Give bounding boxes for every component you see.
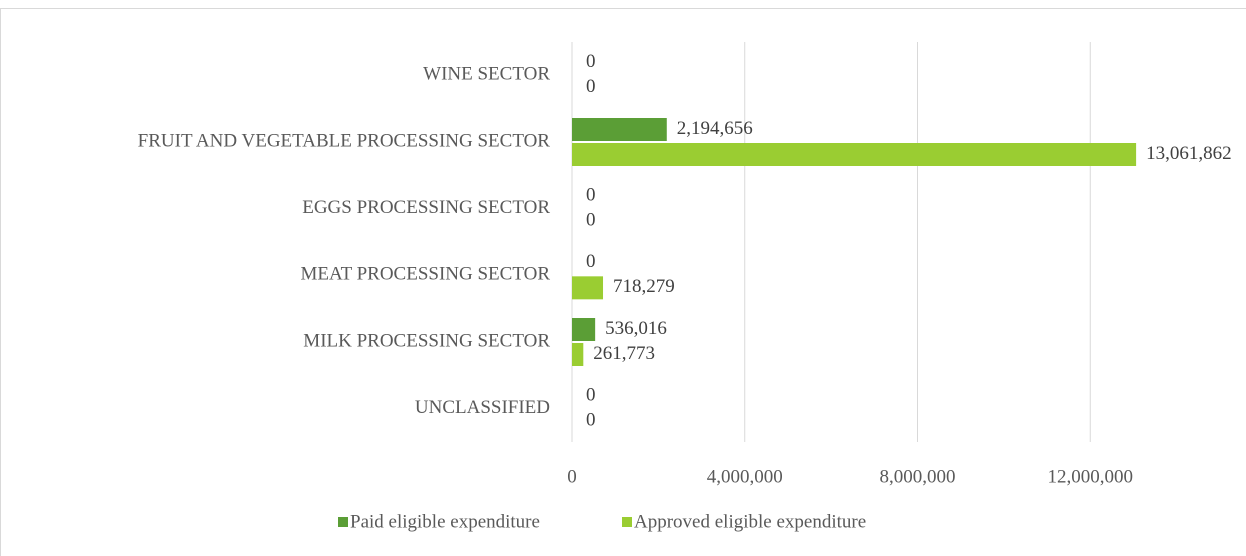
data-label: 0 — [586, 76, 596, 97]
x-tick-label: 4,000,000 — [707, 466, 783, 487]
bar — [572, 143, 1137, 166]
data-label: 0 — [586, 185, 596, 206]
data-label: 0 — [586, 210, 596, 231]
data-label: 0 — [586, 51, 596, 72]
bar — [572, 318, 596, 341]
x-tick-label: 8,000,000 — [880, 466, 956, 487]
data-label: 0 — [586, 410, 596, 431]
data-label: 536,016 — [605, 318, 667, 339]
data-label: 261,773 — [593, 343, 655, 364]
bar — [572, 276, 604, 300]
y-tick-label: WINE SECTOR — [423, 64, 550, 85]
x-tick-label: 12,000,000 — [1048, 466, 1134, 487]
y-tick-label: MILK PROCESSING SECTOR — [303, 330, 550, 351]
legend-swatch — [338, 517, 348, 527]
data-label: 0 — [586, 251, 596, 272]
data-label: 2,194,656 — [677, 118, 753, 139]
legend-label: Approved eligible expenditure — [634, 511, 866, 532]
data-label: 718,279 — [613, 276, 675, 297]
chart-border — [0, 8, 1246, 556]
x-tick-label: 0 — [567, 466, 577, 487]
legend-swatch — [622, 517, 632, 527]
legend-label: Paid eligible expenditure — [350, 511, 540, 532]
y-tick-label: UNCLASSIFIED — [415, 397, 550, 418]
data-label: 13,061,862 — [1146, 143, 1232, 164]
y-tick-label: MEAT PROCESSING SECTOR — [300, 264, 550, 285]
y-tick-label: EGGS PROCESSING SECTOR — [302, 197, 550, 218]
bar — [572, 343, 584, 366]
bar — [572, 118, 667, 141]
y-tick-label: FRUIT AND VEGETABLE PROCESSING SECTOR — [138, 130, 551, 151]
data-label: 0 — [586, 385, 596, 406]
